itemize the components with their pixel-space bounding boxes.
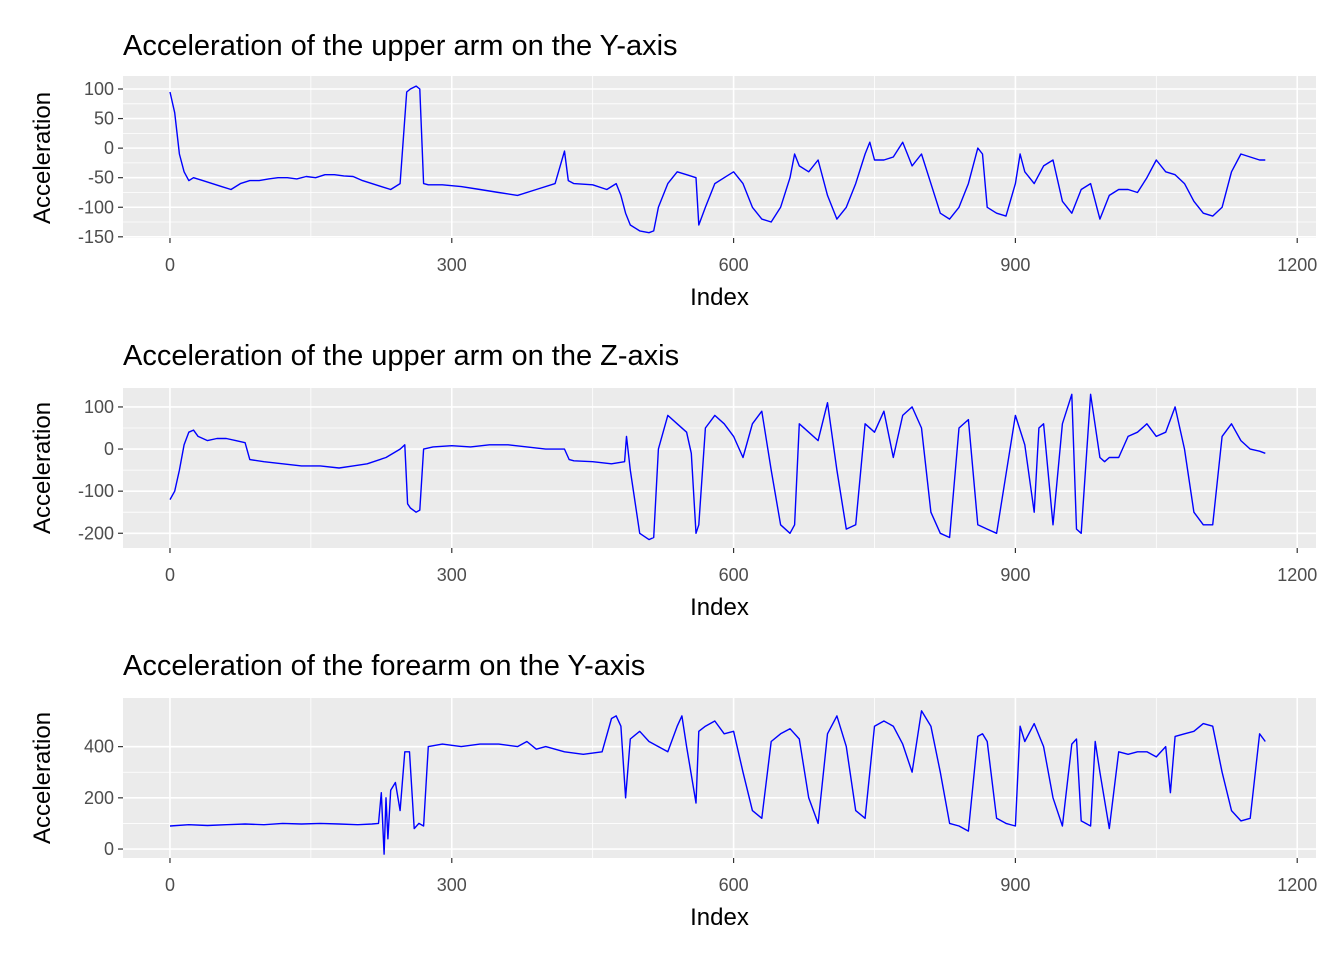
x-tick-label: 900 — [1000, 255, 1030, 275]
panel-upper-arm-y: Acceleration of the upper arm on the Y-a… — [29, 30, 1317, 311]
y-tick-label: -100 — [78, 197, 114, 217]
y-tick-label: 100 — [84, 79, 114, 99]
y-tick-label: 0 — [104, 439, 114, 459]
y-tick-label: -50 — [88, 168, 114, 188]
y-tick-label: 0 — [104, 839, 114, 859]
y-tick-label: -200 — [78, 523, 114, 543]
x-axis-title: Index — [690, 594, 749, 621]
x-tick-label: 900 — [1000, 875, 1030, 895]
y-tick-label: 400 — [84, 737, 114, 757]
x-tick-label: 1200 — [1277, 875, 1317, 895]
panel-upper-arm-z: Acceleration of the upper arm on the Z-a… — [29, 340, 1317, 621]
x-axis-title: Index — [690, 904, 749, 931]
series-line — [169, 393, 1266, 541]
x-tick-label: 0 — [165, 255, 175, 275]
x-tick-label: 900 — [1000, 565, 1030, 585]
series-line — [169, 710, 1266, 855]
y-axis-title: Acceleration — [29, 92, 56, 224]
x-axis-title: Index — [690, 284, 749, 311]
y-axis-title: Acceleration — [29, 402, 56, 534]
x-tick-label: 1200 — [1277, 565, 1317, 585]
plot-panel-background — [123, 76, 1316, 238]
chart-title: Acceleration of the upper arm on the Y-a… — [123, 30, 678, 62]
chart-title: Acceleration of the forearm on the Y-axi… — [123, 650, 645, 682]
plot-panel-background — [123, 388, 1316, 548]
chart-title: Acceleration of the upper arm on the Z-a… — [123, 340, 679, 372]
y-tick-label: 50 — [94, 109, 114, 129]
x-tick-label: 300 — [437, 255, 467, 275]
y-tick-label: -150 — [78, 227, 114, 247]
x-tick-label: 1200 — [1277, 255, 1317, 275]
x-tick-label: 600 — [719, 255, 749, 275]
plot-panel-background — [123, 698, 1316, 858]
x-tick-label: 0 — [165, 565, 175, 585]
y-axis-title: Acceleration — [29, 712, 56, 844]
panel-forearm-y: Acceleration of the forearm on the Y-axi… — [29, 650, 1317, 931]
y-tick-label: 100 — [84, 397, 114, 417]
x-tick-label: 300 — [437, 565, 467, 585]
x-tick-label: 300 — [437, 875, 467, 895]
series-line — [169, 85, 1266, 234]
y-tick-label: -100 — [78, 481, 114, 501]
x-tick-label: 600 — [719, 565, 749, 585]
x-tick-label: 600 — [719, 875, 749, 895]
y-tick-label: 0 — [104, 138, 114, 158]
x-tick-label: 0 — [165, 875, 175, 895]
y-tick-label: 200 — [84, 788, 114, 808]
